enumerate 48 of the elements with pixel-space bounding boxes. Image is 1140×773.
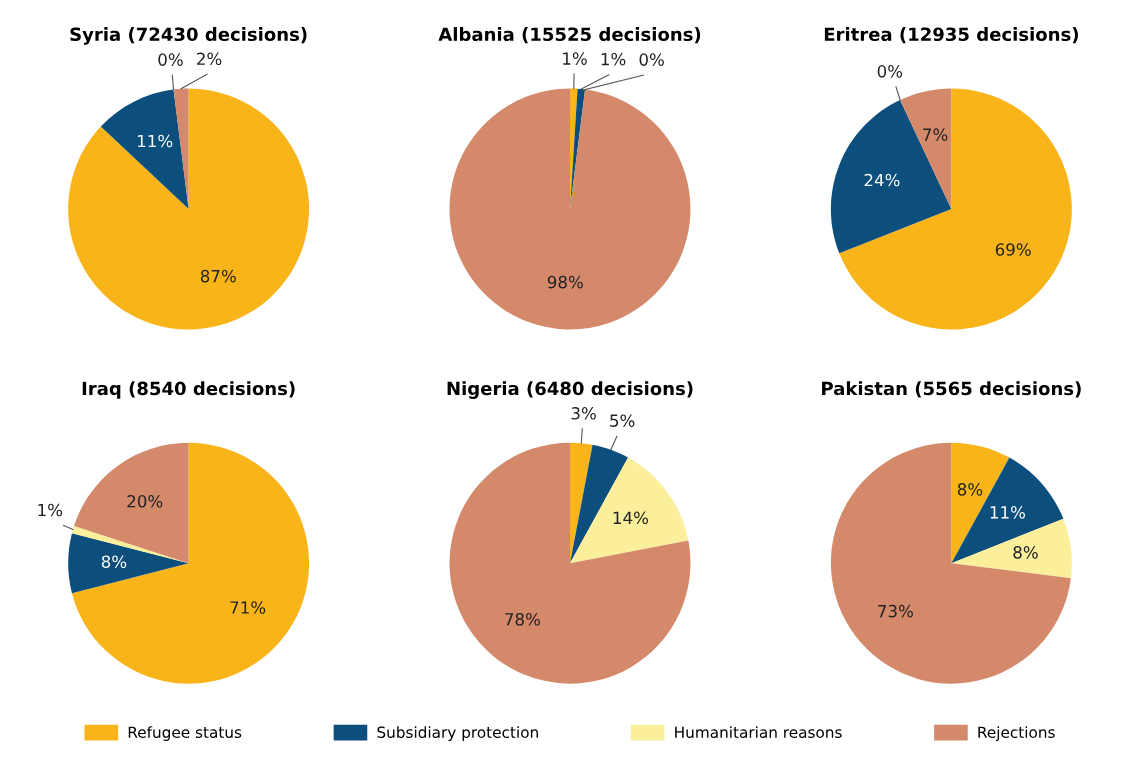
pie-slice xyxy=(951,457,1064,564)
data-label: 1% xyxy=(601,52,626,66)
text: 0% xyxy=(877,65,903,78)
chart-title: Eritrea (12935 decisions) xyxy=(824,27,1078,44)
pie-slice xyxy=(449,88,691,330)
pie-slice xyxy=(68,533,189,594)
data-label: 7% xyxy=(923,128,948,141)
text: 0% xyxy=(639,53,664,66)
data-label: 98% xyxy=(547,275,583,289)
data-label: 11% xyxy=(138,134,173,148)
data-label: 8% xyxy=(957,483,983,496)
pie-slice xyxy=(839,88,1072,330)
data-label: 24% xyxy=(864,173,900,187)
pie-slice xyxy=(900,88,952,210)
data-label: 5% xyxy=(610,414,635,427)
data-label: 71% xyxy=(230,601,266,614)
pie-slice xyxy=(449,442,691,684)
legend-label: Rejections xyxy=(978,726,1055,741)
pie-slice xyxy=(68,88,310,330)
legend-label: Subsidiary protection xyxy=(377,726,538,741)
data-label: 11% xyxy=(990,506,1026,519)
data-label: 14% xyxy=(613,511,649,525)
data-label: 87% xyxy=(200,269,236,283)
data-label: 20% xyxy=(127,494,163,508)
pie-slice xyxy=(830,442,1071,684)
chart-title: Albania (15525 decisions) xyxy=(438,27,701,44)
data-label: 1% xyxy=(38,503,63,517)
legend-label: Refugee status xyxy=(128,726,242,741)
pie-slice xyxy=(830,100,952,254)
data-label: 1% xyxy=(563,52,587,65)
chart-title: Syria (72430 decisions) xyxy=(70,27,307,45)
data-label: 69% xyxy=(995,243,1031,256)
data-label: 2% xyxy=(197,52,222,66)
data-label: 8% xyxy=(1013,546,1038,559)
chart-title: Pakistan (5565 decisions) xyxy=(822,381,1081,398)
chart-title: Nigeria (6480 decisions) xyxy=(447,381,693,399)
pie-slice xyxy=(100,89,189,210)
legend-label: Humanitarian reasons xyxy=(675,726,842,739)
data-label: 78% xyxy=(505,612,540,626)
data-label: 73% xyxy=(878,604,913,618)
pie-slice xyxy=(173,88,189,210)
chart-title: Iraq (8540 decisions) xyxy=(82,381,295,399)
data-label: 3% xyxy=(571,407,596,420)
pie-slice xyxy=(570,457,689,564)
pie-slice xyxy=(71,442,310,684)
text: 0% xyxy=(158,53,183,66)
pie-slice xyxy=(951,518,1072,579)
data-label: 8% xyxy=(101,555,127,569)
